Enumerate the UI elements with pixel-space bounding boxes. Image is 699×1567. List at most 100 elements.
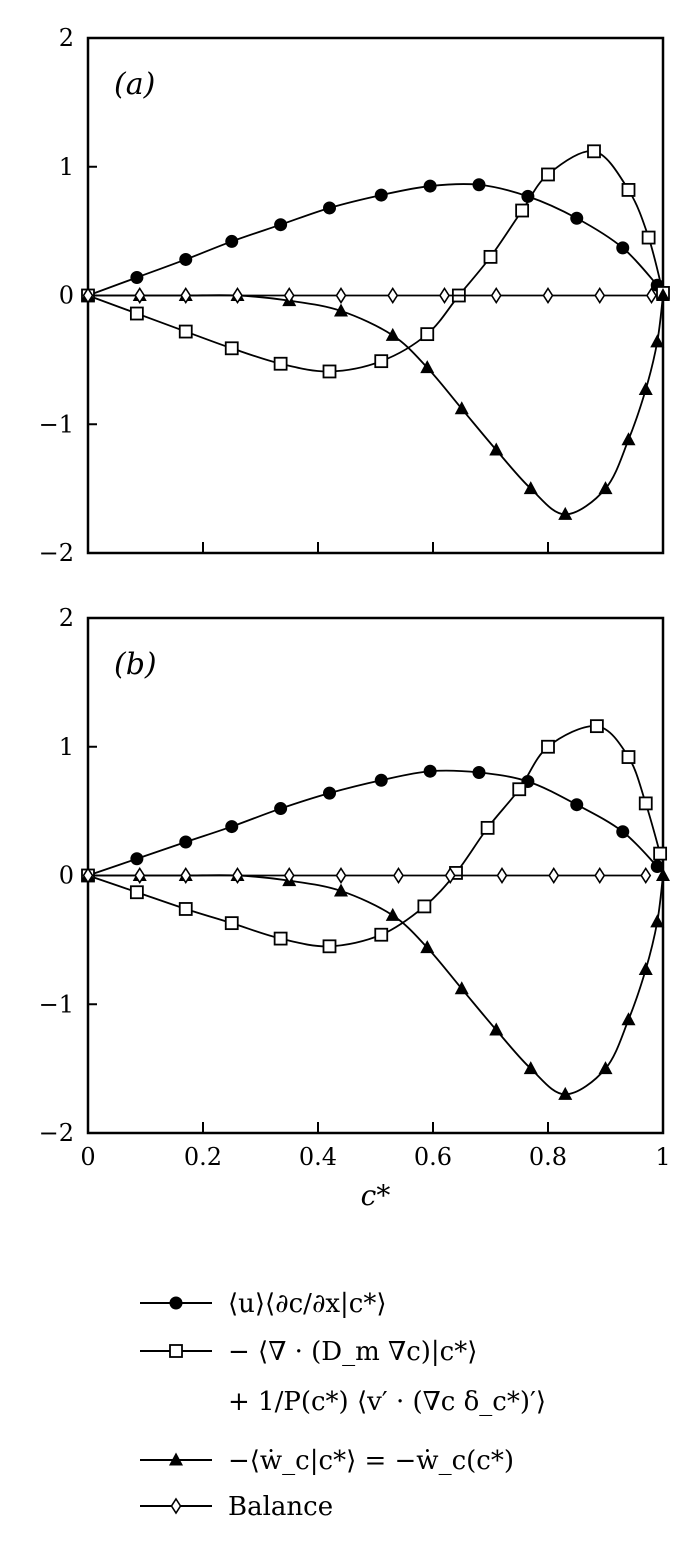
data-point-convection	[423, 764, 437, 778]
x-tick-label: 0.4	[299, 1143, 337, 1171]
legend-marker-diffusion	[169, 1344, 183, 1358]
legend-label: − ⟨∇ · (D_m ∇c)|c*⟩	[228, 1337, 477, 1367]
legend-label: Balance	[228, 1492, 333, 1522]
x-tick-label: 0.6	[414, 1143, 452, 1171]
data-point-diffusion	[273, 931, 288, 946]
data-point-diffusion	[638, 796, 653, 811]
data-point-balance	[646, 287, 657, 304]
data-point-balance	[335, 287, 347, 304]
data-point-diffusion	[224, 341, 239, 356]
data-point-convection	[570, 798, 584, 812]
data-point-diffusion	[420, 327, 435, 342]
data-point-balance	[496, 867, 508, 884]
data-point-reaction	[638, 961, 653, 975]
data-point-reaction	[334, 303, 348, 317]
data-point-reaction	[420, 940, 435, 954]
data-point-diffusion	[641, 230, 656, 245]
legend-marker-reaction	[169, 1452, 183, 1466]
data-point-convection	[179, 835, 193, 849]
x-tick-label: 0.8	[529, 1143, 567, 1171]
data-point-reaction	[523, 481, 538, 495]
data-point-reaction	[489, 1022, 504, 1036]
data-point-balance	[232, 867, 243, 884]
data-point-diffusion	[224, 916, 239, 931]
data-point-convection	[570, 211, 584, 225]
series-line-reaction	[88, 874, 664, 1096]
legend-item-convection: ⟨u⟩⟨∂c/∂x|c*⟩	[140, 1289, 387, 1319]
data-point-convection	[225, 820, 239, 834]
legend-item-balance: Balance	[140, 1492, 333, 1522]
data-point-reaction	[385, 327, 400, 341]
legend-marker-convection	[169, 1296, 183, 1310]
y-tick-label: 2	[59, 604, 74, 632]
data-point-balance	[283, 867, 295, 884]
data-point-diffusion	[374, 927, 389, 942]
data-point-reaction	[656, 288, 670, 301]
data-point-diffusion	[273, 356, 288, 371]
data-point-convection	[650, 859, 664, 873]
data-point-convection	[423, 179, 437, 193]
legend-label: ⟨u⟩⟨∂c/∂x|c*⟩	[228, 1289, 387, 1319]
data-point-diffusion	[589, 719, 604, 734]
data-point-convection	[616, 825, 630, 839]
data-point-reaction	[334, 883, 348, 897]
data-point-reaction	[385, 907, 400, 921]
data-point-convection	[274, 802, 288, 816]
legend-label: −⟨ẇ_c|c*⟩ = −ẇ_c(c*)	[228, 1446, 514, 1476]
data-point-convection	[616, 241, 630, 255]
data-point-diffusion	[621, 183, 636, 197]
data-point-balance	[387, 287, 399, 304]
y-tick-label: 1	[59, 153, 74, 181]
series-line-diffusion	[87, 725, 661, 948]
data-point-reaction	[650, 914, 665, 928]
panel-label: (a)	[114, 67, 155, 102]
data-point-balance	[232, 287, 243, 304]
data-point-convection	[374, 773, 388, 787]
y-tick-label: 2	[59, 24, 74, 52]
data-point-diffusion	[374, 354, 389, 369]
data-point-convection	[225, 234, 239, 248]
data-point-reaction	[454, 981, 469, 995]
data-point-convection	[472, 766, 486, 779]
data-point-reaction	[656, 868, 670, 881]
y-tick-label: 1	[59, 733, 74, 761]
data-point-diffusion	[512, 782, 527, 797]
legend-marker-balance	[170, 1497, 182, 1515]
data-point-convection	[374, 188, 388, 202]
data-point-balance	[548, 867, 560, 884]
data-point-reaction	[638, 381, 653, 395]
series-line-convection	[87, 183, 658, 297]
legend-item-reaction: −⟨ẇ_c|c*⟩ = −ẇ_c(c*)	[140, 1446, 514, 1476]
data-point-diffusion	[178, 324, 193, 339]
data-point-diffusion	[653, 846, 668, 861]
data-point-reaction	[621, 432, 636, 446]
data-point-diffusion	[541, 739, 555, 754]
data-point-convection	[472, 178, 486, 192]
data-point-reaction	[598, 481, 613, 495]
x-tick-label: 1	[655, 1143, 670, 1171]
data-point-balance	[335, 867, 347, 884]
data-point-convection	[323, 201, 336, 215]
legend: ⟨u⟩⟨∂c/∂x|c*⟩ − ⟨∇ · (D_m ∇c)|c*⟩ + 1/P(c*…	[140, 1289, 546, 1522]
data-point-balance	[180, 867, 192, 884]
data-point-reaction	[523, 1061, 538, 1075]
data-point-convection	[274, 218, 288, 232]
data-point-balance	[490, 287, 502, 304]
legend-item-diffusion: − ⟨∇ · (D_m ∇c)|c*⟩ + 1/P(c*) ⟨v′ · (∇c δ…	[140, 1337, 546, 1417]
data-point-diffusion	[129, 306, 144, 321]
data-point-balance	[134, 287, 146, 304]
y-tick-label: −2	[39, 539, 74, 567]
data-point-diffusion	[621, 750, 636, 764]
x-tick-label: 0.2	[184, 1143, 222, 1171]
data-point-diffusion	[483, 249, 498, 264]
data-point-diffusion	[129, 885, 144, 900]
data-point-balance	[283, 287, 295, 304]
panel-b: −2 −1 0 1 2 0 0.2 0.4 0.6 0.8 1 (b) c*	[39, 604, 671, 1212]
data-point-convection	[130, 270, 144, 284]
x-axis-title: c*	[361, 1179, 391, 1212]
panel-a: −2 −1 0 1 2 (a)	[39, 24, 670, 567]
data-point-diffusion	[322, 939, 337, 954]
series-line-convection	[87, 769, 658, 877]
data-point-reaction	[454, 401, 469, 415]
